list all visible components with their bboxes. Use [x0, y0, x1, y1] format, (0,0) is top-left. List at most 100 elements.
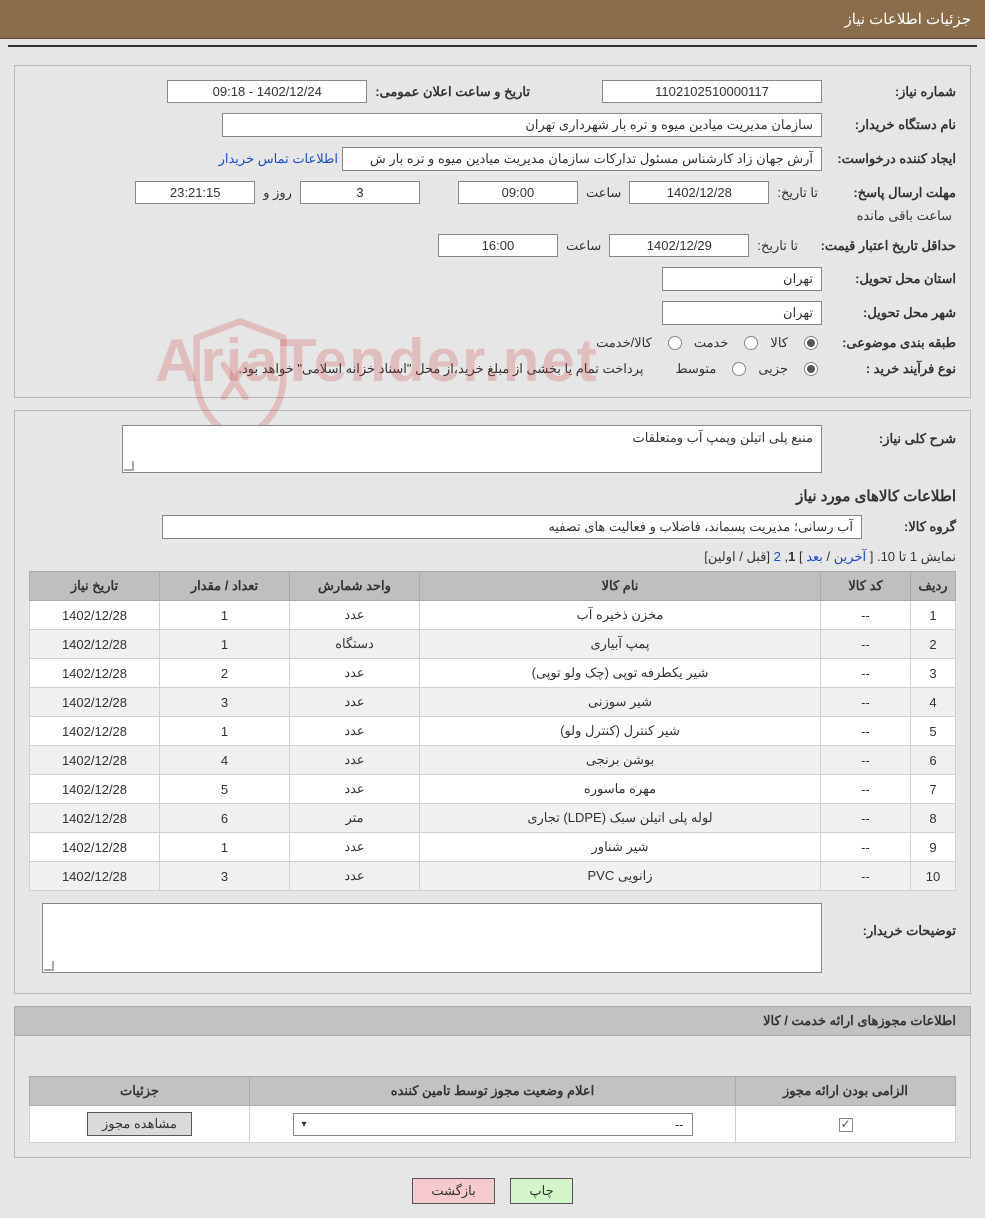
pagination: نمایش 1 تا 10. [ آخرین / بعد ] 1, 2 [قبل…	[29, 549, 956, 565]
cell-date: 1402/12/28	[30, 630, 160, 659]
group-label: گروه کالا:	[866, 519, 956, 535]
cell-name: مخزن ذخیره آب	[420, 601, 821, 630]
cell-qty: 4	[160, 746, 290, 775]
cell-unit: عدد	[290, 746, 420, 775]
col-date: تاریخ نیاز	[30, 572, 160, 601]
cell-idx: 10	[911, 862, 956, 891]
min-validity-date: 1402/12/29	[609, 234, 749, 257]
row-requester: ایجاد کننده درخواست: آرش جهان زاد کارشنا…	[29, 147, 956, 171]
info-panel: AriaTender.net شماره نیاز: 1102102510000…	[14, 65, 971, 398]
radio-khadamat-label: خدمت	[690, 335, 733, 351]
license-section-title: اطلاعات مجوزهای ارائه خدمت / کالا	[14, 1006, 971, 1036]
cell-idx: 8	[911, 804, 956, 833]
pagination-p2[interactable]: 2	[774, 549, 781, 564]
radio-kalakhadamat[interactable]	[668, 336, 682, 350]
cell-name: شیر یکطرفه توپی (چک ولو توپی)	[420, 659, 821, 688]
cell-unit: عدد	[290, 717, 420, 746]
divider	[8, 45, 977, 47]
process-type-label: نوع فرآیند خرید :	[826, 361, 956, 377]
license-row: -- ▾ مشاهده مجوز	[30, 1106, 956, 1143]
group-value: آب رسانی؛ مدیریت پسماند، فاضلاب و فعالیت…	[162, 515, 862, 539]
deadline-date: 1402/12/28	[629, 181, 769, 204]
radio-khadamat[interactable]	[744, 336, 758, 350]
cell-name: شیر کنترل (کنترل ولو)	[420, 717, 821, 746]
items-table: ردیف کد کالا نام کالا واحد شمارش تعداد /…	[29, 571, 956, 891]
cell-unit: متر	[290, 804, 420, 833]
cell-qty: 3	[160, 688, 290, 717]
province-value: تهران	[662, 267, 822, 291]
row-buyer-org: نام دستگاه خریدار: سازمان مدیریت میادین …	[29, 113, 956, 137]
cell-code: --	[821, 659, 911, 688]
cell-code: --	[821, 746, 911, 775]
row-buyer-notes: توضیحات خریدار:	[29, 903, 956, 973]
table-row: 7--مهره ماسورهعدد51402/12/28	[30, 775, 956, 804]
radio-kala[interactable]	[804, 336, 818, 350]
print-button[interactable]: چاپ	[510, 1178, 572, 1204]
license-header-row: الزامی بودن ارائه مجوز اعلام وضعیت مجوز …	[30, 1077, 956, 1106]
button-row: چاپ بازگشت	[0, 1178, 985, 1204]
table-row: 5--شیر کنترل (کنترل ولو)عدد11402/12/28	[30, 717, 956, 746]
license-table: الزامی بودن ارائه مجوز اعلام وضعیت مجوز …	[29, 1076, 956, 1143]
cell-unit: دستگاه	[290, 630, 420, 659]
announce-label: تاریخ و ساعت اعلان عمومی:	[371, 84, 534, 100]
cell-idx: 1	[911, 601, 956, 630]
cell-code: --	[821, 804, 911, 833]
col-qty: تعداد / مقدار	[160, 572, 290, 601]
pagination-next[interactable]: بعد	[806, 549, 823, 564]
col-details: جزئیات	[30, 1077, 250, 1106]
cell-date: 1402/12/28	[30, 717, 160, 746]
cell-unit: عدد	[290, 601, 420, 630]
status-select[interactable]: -- ▾	[293, 1113, 693, 1136]
min-validity-time: 16:00	[438, 234, 558, 257]
cell-name: بوشن برنجی	[420, 746, 821, 775]
cell-qty: 3	[160, 862, 290, 891]
deadline-to: تا تاریخ:	[773, 185, 822, 201]
cell-date: 1402/12/28	[30, 746, 160, 775]
pagination-last[interactable]: آخرین	[834, 549, 866, 564]
view-license-button[interactable]: مشاهده مجوز	[87, 1112, 192, 1136]
row-process-type: نوع فرآیند خرید : جزیی متوسط پرداخت تمام…	[29, 361, 956, 377]
cell-unit: عدد	[290, 775, 420, 804]
back-button[interactable]: بازگشت	[412, 1178, 494, 1204]
cell-unit: عدد	[290, 862, 420, 891]
radio-medium-label: متوسط	[671, 361, 720, 377]
buyer-notes-value	[42, 903, 822, 973]
cell-name: پمپ آبیاری	[420, 630, 821, 659]
cell-date: 1402/12/28	[30, 862, 160, 891]
countdown: 23:21:15	[135, 181, 255, 204]
cell-qty: 5	[160, 775, 290, 804]
buyer-contact-link[interactable]: اطلاعات تماس خریدار	[219, 151, 338, 167]
cell-date: 1402/12/28	[30, 601, 160, 630]
deadline-label: مهلت ارسال پاسخ:	[826, 185, 956, 201]
province-label: استان محل تحویل:	[826, 271, 956, 287]
chevron-down-icon: ▾	[302, 1119, 307, 1130]
cell-date: 1402/12/28	[30, 659, 160, 688]
radio-medium[interactable]	[732, 362, 746, 376]
cell-name: زانویی PVC	[420, 862, 821, 891]
cell-idx: 7	[911, 775, 956, 804]
table-row: 10--زانویی PVCعدد31402/12/28	[30, 862, 956, 891]
cell-date: 1402/12/28	[30, 688, 160, 717]
license-panel: الزامی بودن ارائه مجوز اعلام وضعیت مجوز …	[14, 1036, 971, 1158]
cell-idx: 6	[911, 746, 956, 775]
requester-label: ایجاد کننده درخواست:	[826, 151, 956, 167]
radio-partial[interactable]	[804, 362, 818, 376]
col-unit: واحد شمارش	[290, 572, 420, 601]
col-code: کد کالا	[821, 572, 911, 601]
requester-value: آرش جهان زاد کارشناس مسئول تدارکات سازما…	[342, 147, 822, 171]
cell-qty: 1	[160, 601, 290, 630]
required-checkbox[interactable]	[839, 1118, 853, 1132]
cell-unit: عدد	[290, 833, 420, 862]
need-number-label: شماره نیاز:	[826, 84, 956, 100]
pagination-current: 1	[788, 549, 795, 564]
table-row: 3--شیر یکطرفه توپی (چک ولو توپی)عدد21402…	[30, 659, 956, 688]
row-classification: طبقه بندی موضوعی: کالا خدمت کالا/خدمت	[29, 335, 956, 351]
pagination-first: اولین	[708, 549, 736, 564]
buyer-org-value: سازمان مدیریت میادین میوه و تره بار شهرد…	[222, 113, 822, 137]
cell-idx: 4	[911, 688, 956, 717]
resize-grip-icon	[44, 961, 54, 971]
cell-qty: 6	[160, 804, 290, 833]
table-row: 8--لوله پلی اتیلن سبک (LDPE) تجاریمتر614…	[30, 804, 956, 833]
table-row: 1--مخزن ذخیره آبعدد11402/12/28	[30, 601, 956, 630]
col-status: اعلام وضعیت مجوز توسط تامین کننده	[250, 1077, 736, 1106]
